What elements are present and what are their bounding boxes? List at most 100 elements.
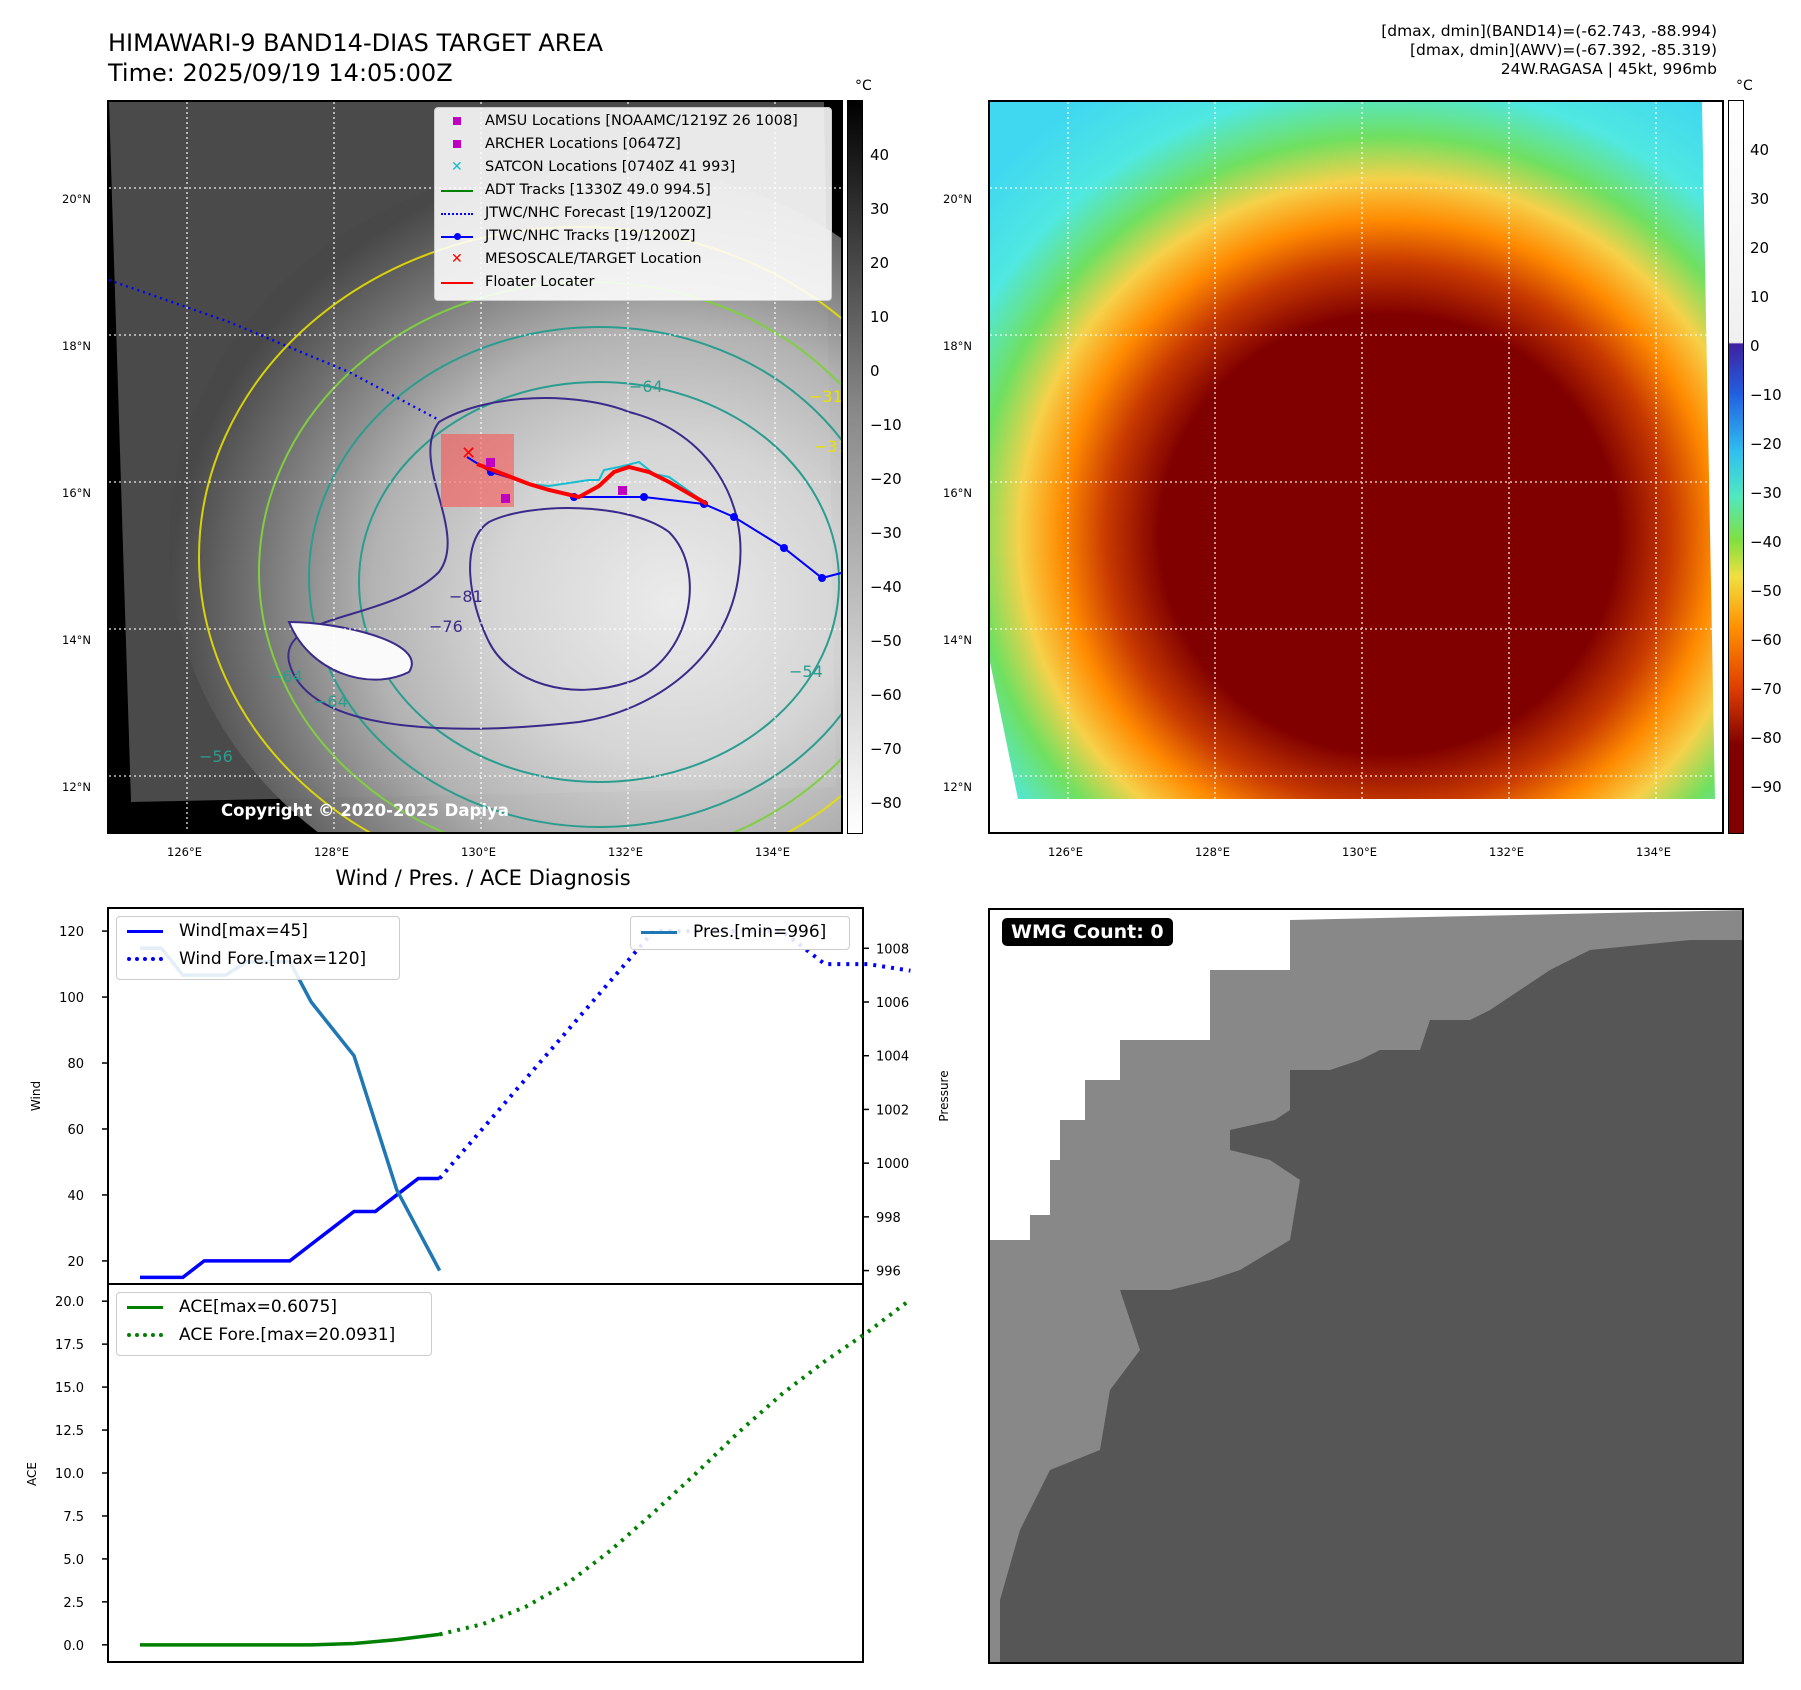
legend-item: ARCHER Locations [0647Z] — [435, 133, 831, 156]
ace-tick-label: 15.0 — [55, 1381, 84, 1396]
contour-label: −31 — [809, 387, 843, 406]
awv-map-panel — [988, 100, 1724, 834]
pressure-tick-label: 1000 — [876, 1157, 909, 1172]
colorbar-tick: −50 — [1750, 582, 1782, 600]
lat-label: 18°N — [943, 339, 972, 353]
wind-tick-label: 80 — [67, 1057, 84, 1072]
pressure-tick-label: 998 — [876, 1211, 901, 1226]
ace-tick-label: 0.0 — [63, 1639, 84, 1654]
lat-label: 16°N — [943, 486, 972, 500]
legend-item: Wind Fore.[max=120] — [117, 945, 399, 973]
pressure-legend: Pres.[min=996] — [630, 916, 850, 950]
ace-tick-label: 2.5 — [63, 1596, 84, 1611]
pressure-tick-label: 996 — [876, 1265, 901, 1280]
copyright-text: Copyright © 2020-2025 Dapiya — [221, 801, 509, 820]
pressure-axis-label: Pressure — [937, 1070, 951, 1121]
ace-legend: ACE[max=0.6075] ACE Fore.[max=20.0931] — [116, 1292, 432, 1356]
legend-item: ADT Tracks [1330Z 49.0 994.5] — [435, 179, 831, 202]
colorbar-tick: −30 — [1750, 484, 1782, 502]
diagnosis-chart-title: Wind / Pres. / ACE Diagnosis — [335, 866, 631, 890]
pressure-tick-label: 1004 — [876, 1050, 909, 1065]
awv-map-svg — [990, 102, 1722, 832]
ace-axis-label: ACE — [25, 1462, 39, 1486]
ace-tick-label: 20.0 — [55, 1295, 84, 1310]
legend-item: ✕ SATCON Locations [0740Z 41 993] — [451, 159, 736, 175]
ace-tick-label: 17.5 — [55, 1338, 84, 1353]
lat-label: 12°N — [62, 780, 91, 794]
colorbar-tick: −10 — [870, 416, 902, 434]
lon-label: 130°E — [1342, 845, 1377, 859]
colorbar-tick: −40 — [870, 578, 902, 596]
wind-tick-label: 100 — [59, 991, 84, 1006]
legend-item: AMSU Locations [NOAAMC/1219Z 26 1008] — [435, 110, 831, 133]
contour-label: −76 — [429, 617, 463, 636]
legend-item: JTWC/NHC Tracks [19/1200Z] — [435, 225, 831, 248]
colorbar-tick: −80 — [870, 794, 902, 812]
legend-item: Floater Locater — [435, 271, 831, 294]
wind-tick-label: 20 — [67, 1255, 84, 1270]
contour-label: −54 — [789, 662, 823, 681]
pressure-tick-label: 1006 — [876, 996, 909, 1011]
legend-item: Pres.[min=996] — [631, 917, 849, 947]
pressure-tick-label: 1002 — [876, 1103, 909, 1118]
series-line-1 — [438, 929, 911, 1180]
storm-info: [dmax, dmin](BAND14)=(-62.743, -88.994) … — [1381, 22, 1717, 78]
lat-label: 20°N — [943, 192, 972, 206]
lon-label: 128°E — [1195, 845, 1230, 859]
colorbar-tick: 20 — [1750, 239, 1770, 257]
colorbar-tick: 40 — [1750, 141, 1770, 159]
colorbar-tick: −50 — [870, 632, 902, 650]
colorbar-tick: −90 — [1750, 778, 1782, 796]
ace-series-line-0 — [140, 1632, 440, 1647]
legend-item: Wind[max=45] — [117, 917, 399, 945]
lat-label: 14°N — [62, 633, 91, 647]
awv-image-swath — [990, 102, 1715, 799]
colorbar-tick: 0 — [870, 362, 880, 380]
ace-series-line-1 — [439, 1297, 912, 1637]
contour-label: −31 — [814, 437, 843, 456]
colorbar-tick: −30 — [870, 524, 902, 542]
figure-title: HIMAWARI-9 BAND14-DIAS TARGET AREA Time:… — [108, 29, 604, 87]
lat-label: 14°N — [943, 633, 972, 647]
colorbar-tick: 40 — [870, 146, 890, 164]
svg-text:✕: ✕ — [461, 443, 476, 464]
colorbar-tick: 20 — [870, 254, 890, 272]
lon-label: 134°E — [1636, 845, 1671, 859]
lat-label: 16°N — [62, 486, 91, 500]
ace-plot: 0.0 2.5 5.0 7.5 10.0 12.5 15.0 17.5 20.0 — [55, 1295, 912, 1654]
colorbar-tick: −60 — [1750, 631, 1782, 649]
ace-tick-label: 7.5 — [63, 1510, 84, 1525]
colorbar-tick: −60 — [870, 686, 902, 704]
wmg-image — [990, 910, 1742, 1662]
map-legend: AMSU Locations [NOAAMC/1219Z 26 1008] AR… — [434, 107, 832, 301]
forecast-track — [109, 278, 440, 422]
series-line-0 — [140, 1176, 440, 1280]
colorbar-tick: 10 — [870, 308, 890, 326]
contour-label: −64 — [629, 377, 663, 396]
colorbar-tick: 30 — [870, 200, 890, 218]
ace-tick-label: 5.0 — [63, 1553, 84, 1568]
legend-item: ACE[max=0.6075] — [117, 1293, 431, 1321]
wind-tick-label: 120 — [59, 925, 84, 940]
ace-tick-label: 12.5 — [55, 1424, 84, 1439]
ace-tick-label: 10.0 — [55, 1467, 84, 1482]
lon-label: 132°E — [608, 845, 643, 859]
colorbar-tick: −20 — [870, 470, 902, 488]
lon-label: 126°E — [167, 845, 202, 859]
contour-label: −56 — [199, 747, 233, 766]
colorbar-tick: −10 — [1750, 386, 1782, 404]
colorbar-tick: 10 — [1750, 288, 1770, 306]
lat-label: 12°N — [943, 780, 972, 794]
wind-plot: 20 40 60 80 100 120 996 998 1000 1002 1004 1006 1008 — [59, 925, 911, 1280]
wmg-panel — [988, 908, 1744, 1664]
wind-axis-label: Wind — [29, 1081, 43, 1111]
colorbar-tick: −70 — [870, 740, 902, 758]
pressure-tick-label: 1008 — [876, 942, 909, 957]
colorbar-unit: °C — [1736, 78, 1753, 94]
lon-label: 134°E — [755, 845, 790, 859]
lat-label: 20°N — [62, 192, 91, 206]
legend-item: JTWC/NHC Forecast [19/1200Z] — [435, 202, 831, 225]
lon-label: 128°E — [314, 845, 349, 859]
series-line-2 — [140, 946, 442, 1272]
gray-colorbar — [847, 100, 863, 834]
